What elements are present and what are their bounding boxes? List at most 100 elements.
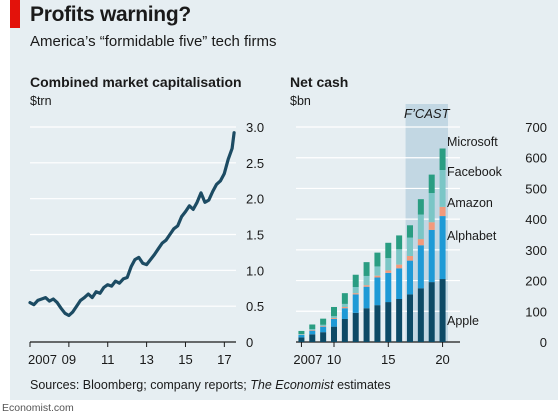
bar-alphabet-2019 — [428, 229, 435, 283]
bar-alphabet-2020 — [439, 216, 446, 280]
left-panel-unit: $trn — [30, 94, 52, 108]
bar-facebook-2011 — [341, 303, 348, 307]
bar-microsoft-2016 — [396, 235, 403, 250]
source-note: Sources: Bloomberg; company reports; The… — [30, 378, 391, 392]
source-prefix: Sources: Bloomberg; company reports; — [30, 378, 251, 392]
bar-facebook-2008 — [309, 329, 316, 331]
line-chart-y-tick-label: 2.5 — [246, 156, 264, 171]
chart-panel — [10, 0, 558, 400]
bar-apple-2016 — [396, 299, 403, 342]
bar-facebook-2018 — [417, 214, 424, 240]
bar-alphabet-2014 — [374, 277, 381, 306]
bar-amazon-2016 — [396, 264, 403, 269]
bar-microsoft-2010 — [331, 306, 337, 317]
segment-label-amazon: Amazon — [447, 196, 493, 210]
bar-amazon-2020 — [439, 206, 446, 217]
line-chart-x-tick-label: 15 — [178, 352, 192, 367]
line-chart-x-tick-label: 13 — [139, 352, 153, 367]
bar-alphabet-2018 — [417, 245, 424, 289]
bar-apple-2018 — [417, 288, 424, 342]
bar-alphabet-2009 — [320, 326, 327, 333]
bar-facebook-2019 — [428, 193, 435, 223]
bar-microsoft-2007 — [298, 330, 305, 335]
source-publication: The Economist — [250, 378, 334, 392]
bar-facebook-2016 — [396, 249, 403, 265]
bar-amazon-2008 — [309, 330, 316, 331]
bar-microsoft-2018 — [417, 199, 424, 215]
bar-amazon-2011 — [341, 306, 348, 309]
bar-apple-2017 — [407, 294, 413, 342]
bar-alphabet-2013 — [363, 286, 370, 309]
line-chart-x-tick-label: 17 — [217, 352, 231, 367]
bar-chart-y-tick-label: 600 — [525, 151, 547, 166]
forecast-label: F’CAST — [404, 106, 451, 121]
line-chart-y-tick-label: 0.5 — [246, 299, 264, 314]
bar-chart-y-tick-label: 0 — [540, 335, 547, 350]
bar-facebook-2020 — [439, 170, 446, 207]
segment-label-alphabet: Alphabet — [447, 229, 497, 243]
chart-subtitle: America’s “formidable five” tech firms — [30, 33, 277, 50]
segment-label-facebook: Facebook — [447, 165, 503, 179]
line-chart-y-tick-label: 1.0 — [246, 263, 264, 278]
line-chart-y-tick-label: 1.5 — [246, 228, 264, 243]
bar-amazon-2012 — [352, 293, 359, 295]
bar-alphabet-2011 — [341, 308, 348, 319]
bar-microsoft-2019 — [428, 174, 435, 194]
bar-facebook-2012 — [352, 287, 359, 294]
bar-apple-2010 — [331, 326, 337, 342]
bar-chart-y-tick-label: 300 — [525, 243, 547, 258]
bar-apple-2009 — [320, 332, 327, 342]
bar-facebook-2010 — [331, 316, 337, 319]
bar-chart-x-tick-label: 2007 — [293, 352, 322, 367]
bar-apple-2014 — [374, 305, 381, 342]
bar-apple-2015 — [385, 302, 392, 342]
right-panel-unit: $bn — [290, 94, 311, 108]
bar-facebook-2014 — [374, 266, 381, 276]
bar-apple-2020 — [439, 279, 446, 342]
line-chart-y-tick-label: 3.0 — [246, 120, 264, 135]
bar-alphabet-2016 — [396, 268, 403, 299]
bar-microsoft-2017 — [407, 225, 413, 238]
bar-apple-2012 — [352, 312, 359, 342]
bar-amazon-2017 — [407, 256, 413, 261]
bar-facebook-2007 — [298, 334, 305, 335]
bar-microsoft-2014 — [374, 252, 381, 267]
line-chart-x-tick-label: 11 — [101, 352, 115, 367]
bar-microsoft-2011 — [341, 293, 348, 304]
right-panel-title: Net cash — [290, 74, 349, 90]
bar-microsoft-2015 — [385, 242, 392, 259]
bar-microsoft-2008 — [309, 324, 316, 330]
bar-facebook-2009 — [320, 324, 327, 327]
bar-chart-y-tick-label: 100 — [525, 304, 547, 319]
bar-chart-x-tick-label: 20 — [435, 352, 449, 367]
bar-chart-x-tick-label: 10 — [327, 352, 341, 367]
bar-chart-y-tick-label: 500 — [525, 181, 547, 196]
bar-apple-2019 — [428, 282, 435, 342]
line-chart-y-tick-label: 0 — [246, 335, 253, 350]
bar-alphabet-2017 — [407, 260, 413, 295]
bar-chart-y-tick-label: 700 — [525, 120, 547, 135]
bar-facebook-2013 — [363, 275, 370, 286]
bar-apple-2011 — [341, 318, 348, 342]
bar-chart-y-tick-label: 200 — [525, 274, 547, 289]
market-cap-line — [28, 131, 236, 318]
bar-amazon-2010 — [331, 318, 337, 319]
bar-alphabet-2008 — [309, 330, 316, 335]
bar-microsoft-2020 — [439, 148, 446, 170]
bar-alphabet-2007 — [298, 334, 305, 338]
bar-apple-2013 — [363, 308, 370, 342]
bar-microsoft-2013 — [363, 262, 370, 276]
accent-bar — [10, 0, 20, 28]
bar-chart-x-tick-label: 15 — [381, 352, 395, 367]
bar-amazon-2014 — [374, 275, 381, 278]
bar-microsoft-2012 — [352, 274, 359, 288]
bar-amazon-2015 — [385, 270, 392, 273]
bar-amazon-2019 — [428, 222, 435, 230]
chart-title: Profits warning? — [30, 3, 191, 26]
left-panel-title: Combined market capitalisation — [30, 74, 242, 90]
bar-alphabet-2012 — [352, 294, 359, 313]
bar-chart-y-tick-label: 400 — [525, 212, 547, 227]
bar-amazon-2018 — [417, 239, 424, 246]
